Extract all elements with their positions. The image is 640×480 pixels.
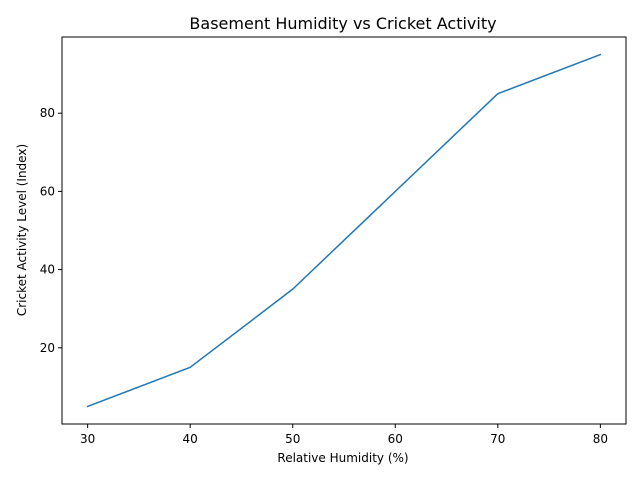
chart-title: Basement Humidity vs Cricket Activity	[189, 14, 496, 33]
x-tick-label: 60	[388, 432, 403, 446]
y-tick-label: 80	[40, 106, 55, 120]
x-tick-label: 70	[490, 432, 505, 446]
y-tick-label: 60	[40, 184, 55, 198]
plot-area: 30 40 50 60 70 80 20 40 60 80	[40, 36, 627, 446]
y-tick-label: 20	[40, 341, 55, 355]
axes-frame	[61, 36, 627, 425]
x-tick-label: 50	[285, 432, 300, 446]
x-axis-label: Relative Humidity (%)	[277, 451, 408, 465]
y-axis-label: Cricket Activity Level (Index)	[15, 144, 29, 316]
x-tick-label: 80	[593, 432, 608, 446]
x-tick-label: 30	[80, 432, 95, 446]
series-line-1	[86, 53, 602, 408]
x-tick-label: 40	[183, 432, 198, 446]
y-tick-label: 40	[40, 263, 55, 277]
